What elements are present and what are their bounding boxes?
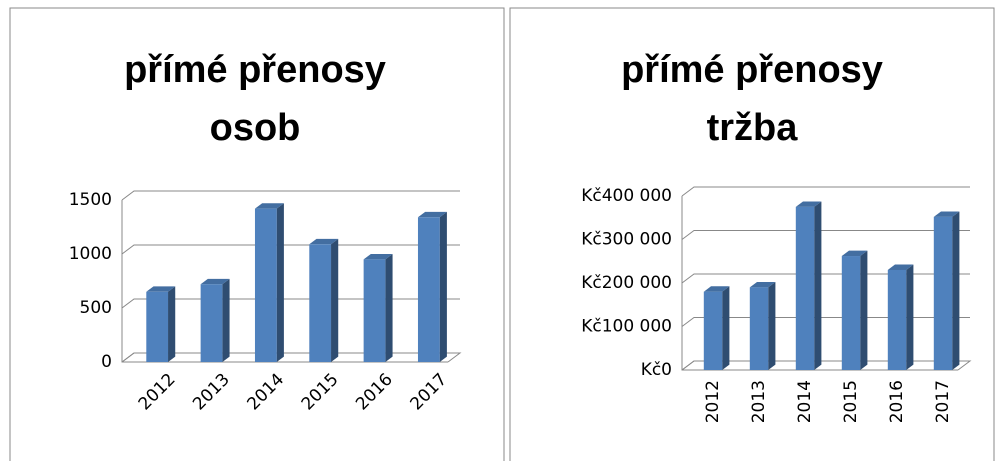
bar-side <box>276 203 284 362</box>
bar-top <box>363 254 393 260</box>
grid-line <box>681 317 970 327</box>
bar <box>200 278 230 362</box>
grid-line <box>121 244 460 255</box>
bar-front <box>749 287 769 370</box>
bar-side <box>168 286 176 362</box>
chart-title: přímé přenosy <box>124 49 386 91</box>
y-tick-label: Kč200 000 <box>581 273 672 293</box>
x-tick-label: 2016 <box>887 380 907 423</box>
bar-front <box>703 291 723 370</box>
bar-side <box>860 250 868 370</box>
bar-side <box>906 264 914 370</box>
x-tick-label: 2013 <box>749 380 769 423</box>
bar-front <box>254 208 277 362</box>
bar <box>703 286 730 370</box>
bar-top <box>887 264 914 270</box>
y-tick-label: 1500 <box>69 190 112 210</box>
bar-side <box>222 278 230 362</box>
bar-front <box>363 259 386 362</box>
bar-side <box>768 281 776 370</box>
x-tick-label: 2013 <box>189 370 234 415</box>
chart-title: přímé přenosy <box>621 49 883 91</box>
bar-front <box>933 216 953 370</box>
bar <box>146 286 176 362</box>
bar-side <box>385 254 393 362</box>
x-tick-label: 2017 <box>933 380 953 423</box>
y-tick-label: Kč100 000 <box>581 317 672 337</box>
bar-front <box>200 284 223 362</box>
x-tick-label: 2015 <box>298 370 343 415</box>
panel-border <box>509 7 995 465</box>
x-tick-label: 2012 <box>703 380 723 423</box>
bar-side <box>439 211 447 362</box>
bar <box>749 281 776 370</box>
bar-side <box>952 211 960 370</box>
grid-line <box>681 360 970 371</box>
grid-line <box>121 190 460 201</box>
bar-front <box>887 269 907 370</box>
bar-top <box>146 286 176 292</box>
grid-line <box>121 352 460 363</box>
bar-top <box>417 211 447 218</box>
bar <box>309 238 339 362</box>
y-tick-label: 1000 <box>69 244 112 264</box>
grid-line <box>681 273 970 284</box>
bar-front <box>841 256 861 370</box>
x-tick-label: 2014 <box>795 380 815 423</box>
y-tick-label: 500 <box>80 298 112 318</box>
x-tick-label: 2017 <box>406 370 451 415</box>
chart-title: osob <box>210 107 301 149</box>
bar <box>795 201 822 370</box>
bar-top <box>309 238 339 245</box>
grid-line <box>681 230 970 240</box>
bar-top <box>749 281 776 288</box>
x-tick-label: 2014 <box>243 370 288 415</box>
bar <box>933 211 960 370</box>
y-tick-label: Kč0 <box>641 360 672 380</box>
grid-line <box>681 186 970 197</box>
x-tick-label: 2012 <box>135 370 180 415</box>
y-tick-label: Kč400 000 <box>581 186 672 206</box>
bar-front <box>146 291 169 362</box>
bar <box>887 264 914 370</box>
x-tick-label: 2015 <box>841 380 861 423</box>
bar-top <box>254 203 284 209</box>
grid-line <box>121 298 460 309</box>
bar <box>254 203 284 362</box>
panel-border <box>9 7 505 465</box>
bar-top <box>795 201 822 207</box>
bar-side <box>814 201 822 370</box>
bar-top <box>703 286 730 292</box>
x-tick-label: 2016 <box>352 370 397 415</box>
bar-top <box>933 211 960 217</box>
y-tick-label: 0 <box>101 352 112 372</box>
bar-top <box>200 278 230 285</box>
bar <box>841 250 868 370</box>
bar-front <box>309 244 332 362</box>
chart-title: tržba <box>707 107 799 149</box>
bar-front <box>795 206 815 370</box>
bar-top <box>841 250 868 257</box>
bar <box>363 254 393 362</box>
bar-side <box>331 238 339 362</box>
y-tick-label: Kč300 000 <box>581 230 672 250</box>
bar-front <box>417 217 440 362</box>
bar <box>417 211 447 362</box>
bar-side <box>722 286 730 370</box>
